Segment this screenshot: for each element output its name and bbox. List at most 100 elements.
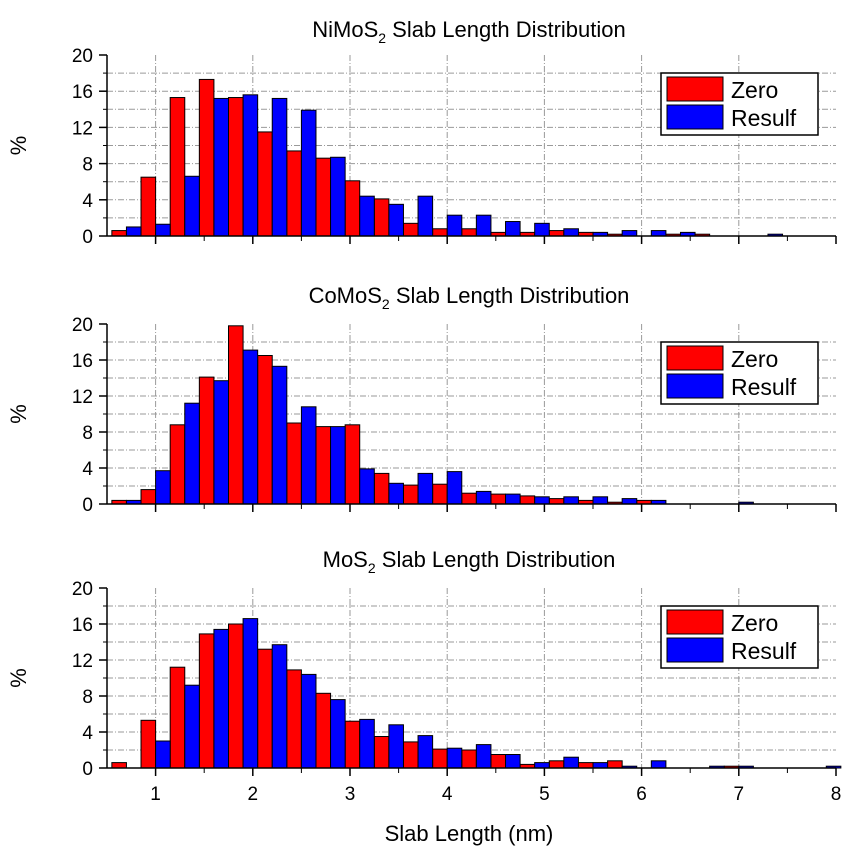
bar-resulf [242,618,259,769]
x-tick-label: 2 [248,784,259,805]
bar-resulf [475,490,492,505]
bar-resulf [388,482,404,505]
bar-zero [577,762,594,769]
bar-resulf [446,747,463,769]
legend-swatch-resulf [666,373,724,399]
bar-zero [461,228,477,237]
bar-zero [228,623,244,769]
bar-resulf [417,472,434,505]
bar-zero [257,355,273,505]
bar-resulf [563,496,579,505]
bar-zero [432,228,448,237]
bar-resulf [300,673,317,769]
bar-resulf [446,214,463,237]
bar-resulf [359,718,375,769]
bar-zero [169,424,186,505]
bar-resulf [184,175,200,237]
bar-zero [286,150,302,237]
bar-resulf [475,214,492,237]
bar-zero [519,495,536,505]
bar-resulf [271,365,288,505]
bar-zero [344,180,361,237]
bar-resulf [505,754,521,769]
bar-resulf [330,156,346,237]
bar-resulf [505,221,521,237]
bar-resulf [155,223,171,237]
bar-zero [228,325,244,505]
bar-zero [140,489,157,505]
bar-resulf [592,496,609,505]
bar-resulf [242,349,259,505]
bar-zero [607,760,623,769]
bar-zero [432,748,448,769]
x-tick-label: 1 [150,784,161,805]
y-tick-label: 16 [72,615,93,636]
legend-swatch-zero [666,609,724,635]
y-tick-label: 16 [72,351,93,372]
y-tick-label: 12 [72,118,93,139]
bar-zero [373,736,390,769]
bar-resulf [213,97,229,237]
bar-resulf [184,684,200,769]
bar-resulf [650,760,667,769]
bar-zero [315,426,332,505]
legend-label-resulf: Resulf [731,638,797,664]
legend-label-resulf: Resulf [731,105,797,131]
bar-zero [548,498,565,505]
x-tick-label: 7 [734,784,745,805]
bar-resulf [563,228,579,237]
bar-resulf [388,724,404,769]
y-tick-label: 8 [82,687,93,708]
y-tick-label: 12 [72,387,93,408]
x-tick-label: 4 [442,784,453,805]
bar-resulf [621,498,638,505]
bar-zero [111,762,127,769]
bar-zero [140,719,157,769]
bar-resulf [155,740,171,769]
y-tick-label: 8 [82,423,93,444]
bar-resulf [534,496,550,505]
y-axis-label: % [6,136,31,156]
bar-resulf [271,644,288,769]
y-tick-label: 0 [82,495,93,516]
legend-swatch-resulf [666,637,724,663]
legend-label-zero: Zero [731,610,778,636]
bar-zero [257,648,273,769]
bar-zero [286,669,302,769]
bar-zero [402,484,419,505]
chart-title: CoMoS2 Slab Length Distribution [309,283,630,312]
legend-swatch-resulf [666,104,724,130]
y-tick-label: 8 [82,155,93,176]
bar-zero [257,131,273,237]
y-tick-label: 20 [72,315,93,336]
y-tick-label: 4 [82,191,93,212]
y-tick-label: 4 [82,459,93,480]
bar-zero [548,230,565,237]
bar-resulf [650,230,667,237]
chart-panel-1: 0 4 8 12 16 20% NiMoS2 Slab Length Distributio… [6,17,837,248]
bar-zero [402,741,419,769]
bar-zero [198,376,215,505]
y-tick-label: 12 [72,651,93,672]
bar-resulf [563,756,579,769]
y-tick-label: 0 [82,759,93,780]
y-tick-label: 20 [72,46,93,67]
bar-resulf [359,195,375,237]
bar-resulf [534,762,550,769]
bar-zero [315,157,332,237]
bar-resulf [213,628,229,769]
legend-swatch-zero [666,345,724,371]
bar-zero [461,749,477,769]
bar-resulf [417,735,434,769]
chart-title: NiMoS2 Slab Length Distribution [312,17,626,46]
bar-zero [315,692,332,769]
x-tick-label: 5 [539,784,550,805]
y-tick-label: 4 [82,723,93,744]
bar-resulf [125,226,142,237]
bar-resulf [300,109,317,237]
bar-resulf [592,762,609,769]
